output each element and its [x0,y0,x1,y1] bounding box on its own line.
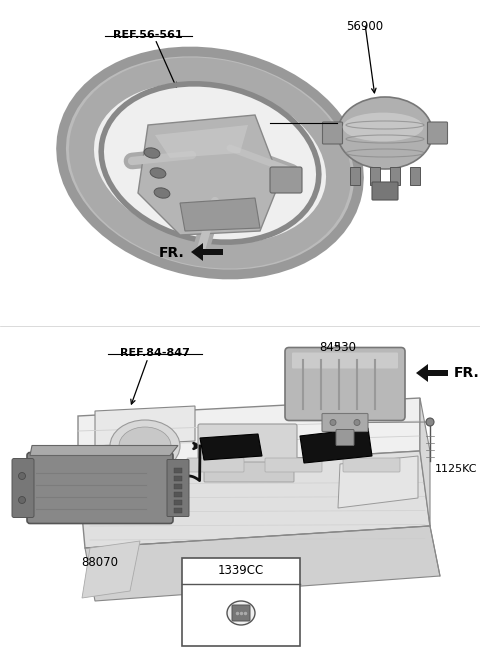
FancyBboxPatch shape [428,122,447,144]
Polygon shape [85,526,440,601]
Text: 88070: 88070 [82,556,119,569]
FancyBboxPatch shape [12,459,34,518]
Polygon shape [30,445,178,455]
Text: REF.56-561: REF.56-561 [113,30,183,40]
FancyBboxPatch shape [285,348,405,420]
Ellipse shape [119,427,171,465]
FancyBboxPatch shape [270,167,302,193]
Text: 56900: 56900 [347,20,384,33]
Text: FR.: FR. [454,366,480,380]
FancyBboxPatch shape [232,605,250,621]
FancyBboxPatch shape [323,122,343,144]
Bar [174,468,182,472]
Ellipse shape [110,420,180,472]
Bar [174,476,182,480]
Bar [182,558,300,646]
FancyBboxPatch shape [322,413,368,432]
FancyBboxPatch shape [187,458,244,472]
Text: 1125KC: 1125KC [435,464,478,474]
Polygon shape [78,451,430,548]
Polygon shape [338,456,418,508]
FancyBboxPatch shape [27,453,173,523]
Ellipse shape [227,601,255,625]
Polygon shape [95,406,195,446]
Polygon shape [138,115,280,235]
FancyBboxPatch shape [343,458,400,472]
Ellipse shape [343,113,423,142]
Ellipse shape [426,418,434,426]
Text: REF.84-847: REF.84-847 [120,348,190,358]
Polygon shape [191,243,223,261]
FancyBboxPatch shape [265,458,322,472]
Ellipse shape [19,472,25,480]
Polygon shape [82,541,140,598]
Ellipse shape [19,497,25,504]
FancyBboxPatch shape [109,458,166,472]
Polygon shape [155,125,248,158]
Polygon shape [300,428,372,463]
Ellipse shape [154,188,170,198]
FancyBboxPatch shape [198,424,297,463]
FancyBboxPatch shape [372,182,398,200]
Bar [410,167,420,185]
Bar [174,491,182,497]
FancyBboxPatch shape [204,462,294,482]
Polygon shape [420,398,430,526]
FancyBboxPatch shape [336,430,354,445]
Ellipse shape [144,148,160,158]
Text: 1339CC: 1339CC [218,565,264,577]
Text: 84530: 84530 [320,341,357,354]
Bar [370,167,380,185]
Polygon shape [416,364,448,382]
Ellipse shape [354,419,360,426]
Bar [174,483,182,489]
Polygon shape [180,198,260,231]
FancyBboxPatch shape [292,352,398,369]
Polygon shape [78,398,420,471]
Bar [350,167,360,185]
Ellipse shape [75,65,352,269]
Bar [174,499,182,504]
Bar [174,508,182,512]
Ellipse shape [337,97,432,169]
Bar [390,167,400,185]
FancyBboxPatch shape [167,459,189,516]
Text: FR.: FR. [159,246,185,260]
Polygon shape [200,434,262,460]
Ellipse shape [150,168,166,178]
Ellipse shape [330,419,336,426]
